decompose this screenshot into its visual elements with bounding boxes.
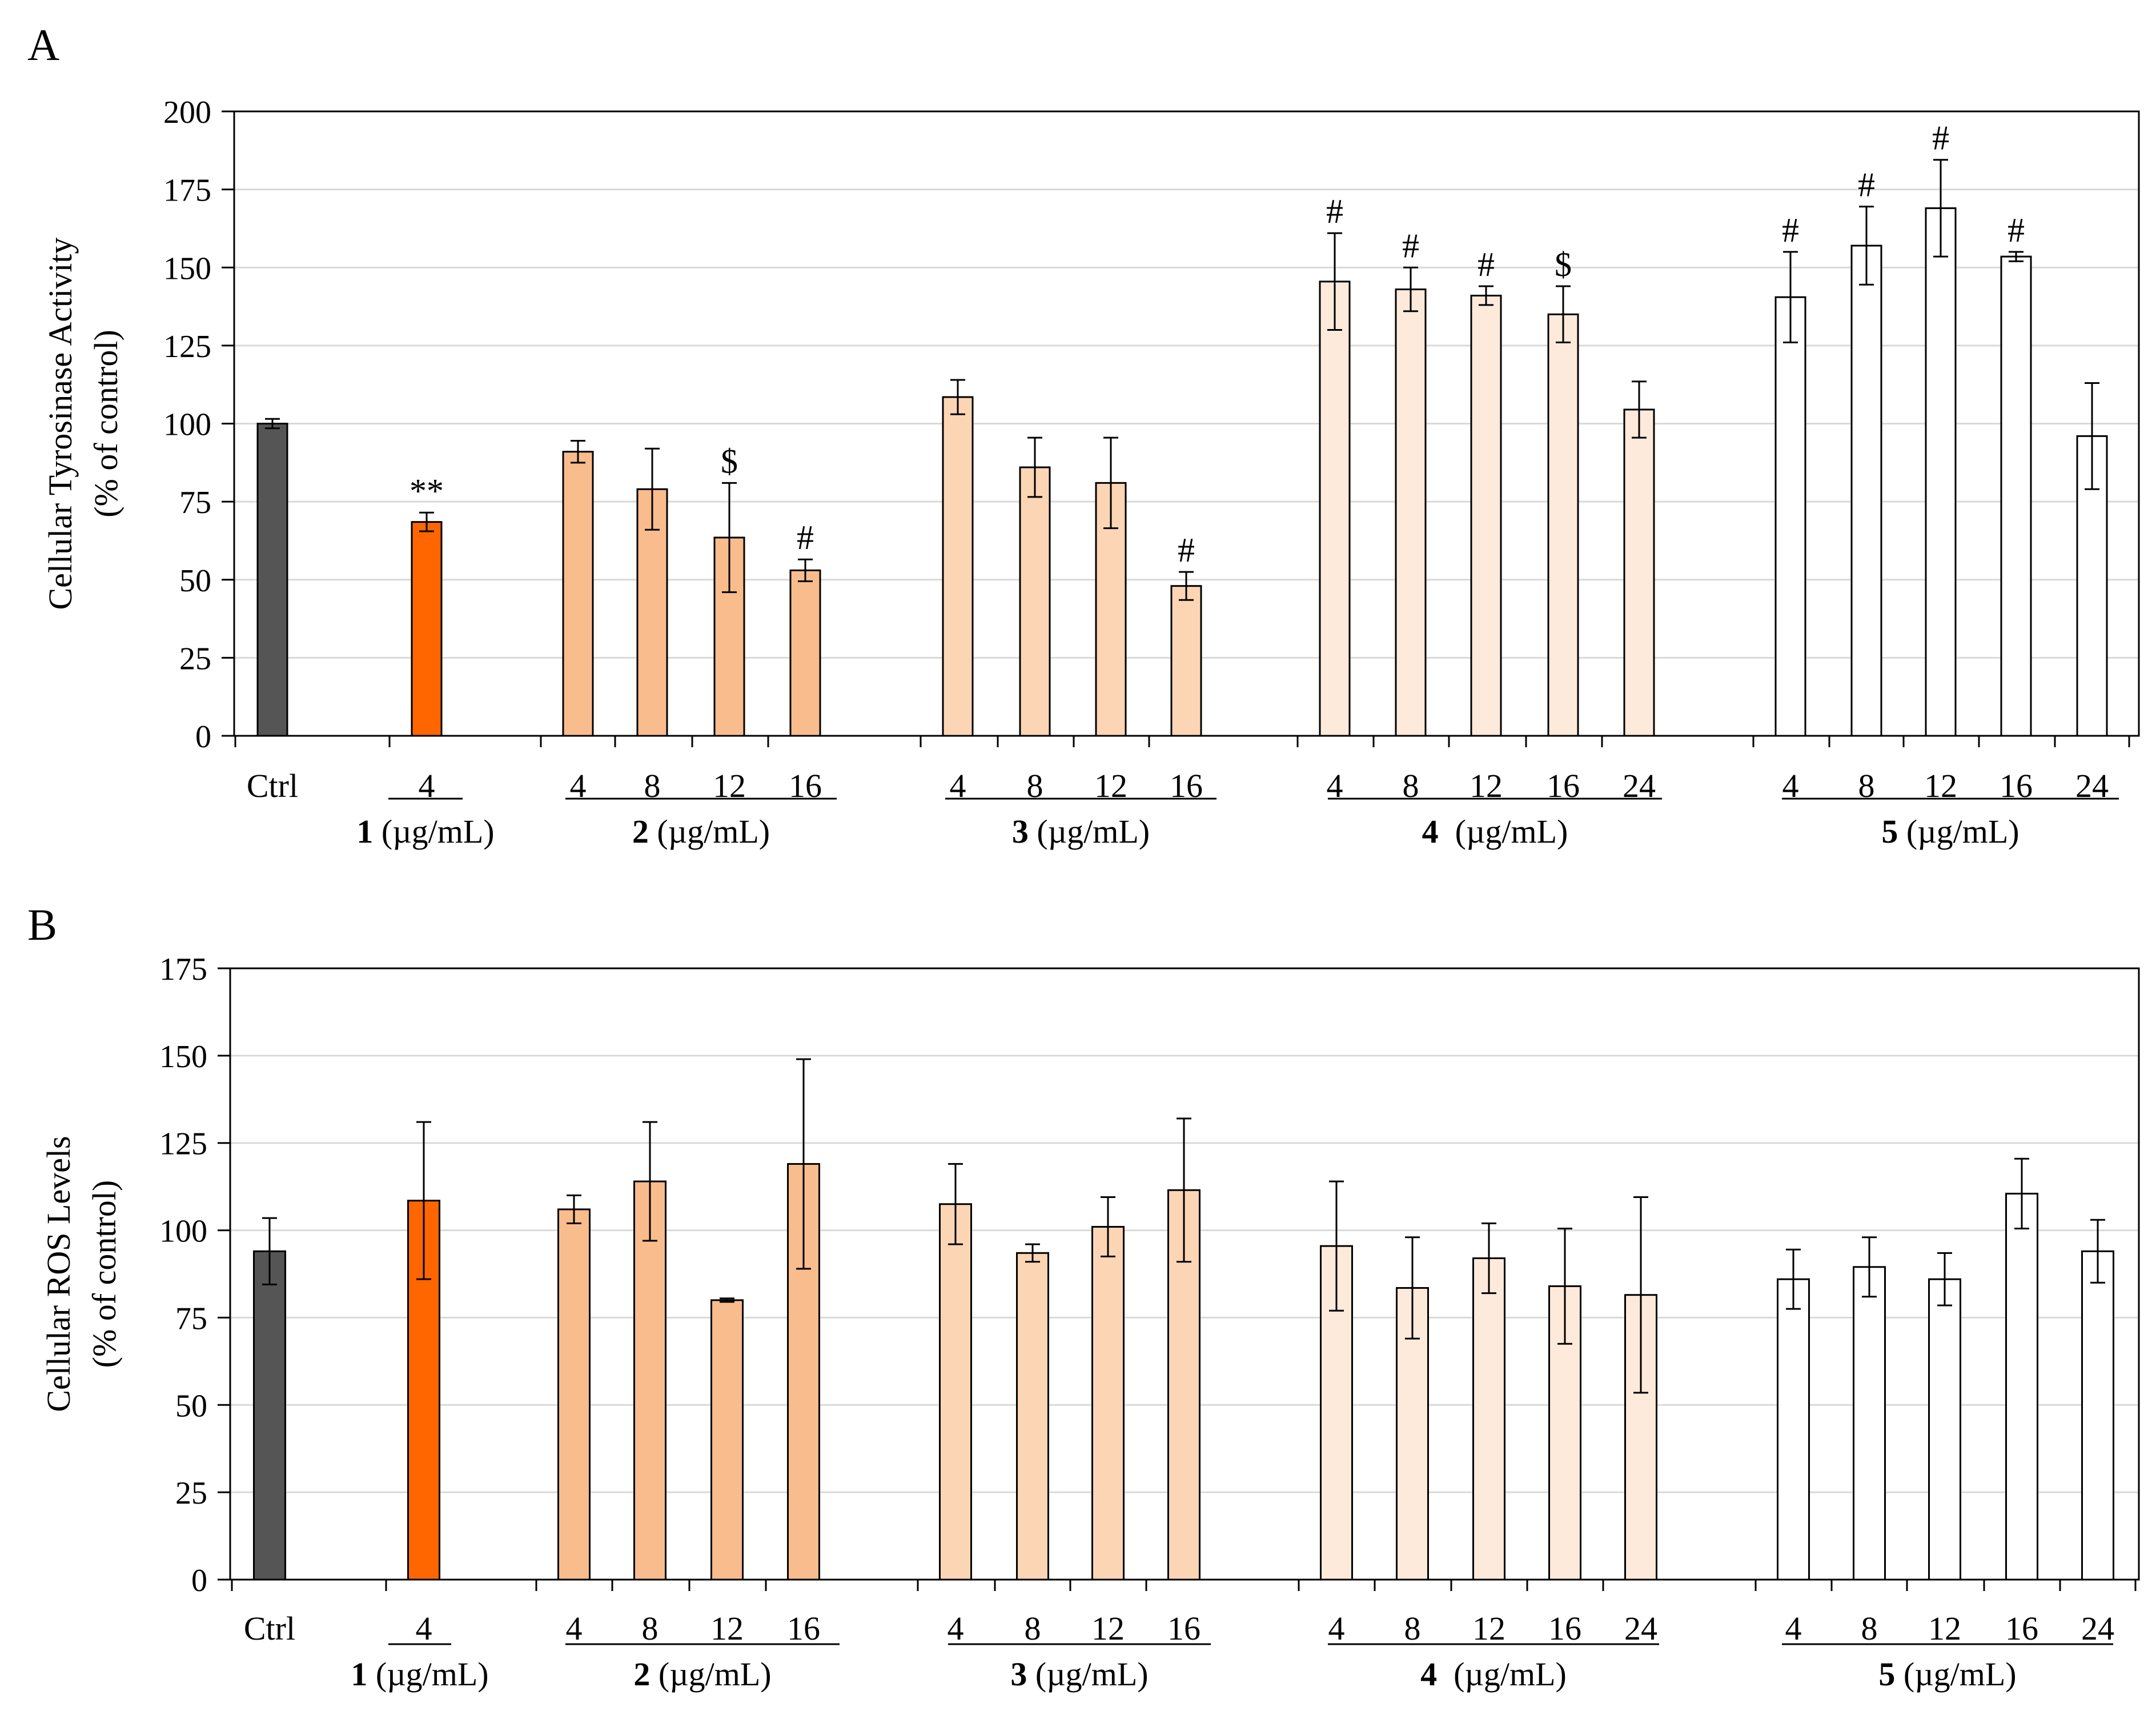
x-tick-label: 8 [1404, 1610, 1421, 1647]
y-tick-label: 125 [159, 1127, 207, 1162]
bar [411, 521, 443, 737]
y-axis-label: (% of control) [87, 330, 125, 518]
bar [1623, 408, 1655, 737]
x-tick-label: 8 [1025, 1610, 1041, 1647]
bar [256, 423, 288, 737]
group-label: 4 (µg/mL) [1422, 813, 1568, 850]
bar [1853, 1266, 1886, 1581]
y-tick-label: 175 [159, 952, 207, 987]
significance-mark: # [1858, 166, 1875, 204]
bar [1319, 281, 1351, 737]
panel-label: A [27, 20, 59, 70]
bar [2081, 1250, 2114, 1581]
y-tick-label: 175 [163, 173, 211, 209]
significance-mark: # [2008, 211, 2025, 249]
y-tick-label: 50 [179, 563, 211, 599]
y-tick-label: 0 [195, 719, 211, 755]
significance-mark: $ [721, 442, 738, 480]
x-tick-label: 16 [787, 1610, 820, 1647]
y-tick-label: 75 [175, 1301, 207, 1336]
bar [1091, 1225, 1125, 1581]
bar [1170, 585, 1202, 737]
bar [253, 1250, 286, 1581]
x-tick-label: 24 [1624, 1610, 1657, 1647]
significance-mark: # [1178, 531, 1195, 569]
significance-mark: # [1782, 211, 1799, 249]
x-tick-label: 4 [1785, 1610, 1802, 1647]
bar [1547, 313, 1579, 737]
bar [1928, 1278, 1961, 1581]
x-tick-label: Ctrl [247, 767, 298, 804]
bar [2000, 255, 2032, 737]
bar [789, 569, 821, 737]
bar [1850, 245, 1882, 737]
group-label: 5 (µg/mL) [1881, 813, 2019, 850]
group-label: 4 (µg/mL) [1420, 1656, 1567, 1693]
significance-mark: ** [409, 472, 444, 510]
significance-mark: $ [1555, 246, 1572, 283]
bar [942, 396, 974, 737]
y-tick-label: 100 [163, 407, 211, 443]
panel-label: B [27, 900, 57, 949]
y-axis-label: Cellular ROS Levels [40, 1136, 77, 1412]
x-tick-label: 16 [1548, 1610, 1581, 1647]
x-tick-label: 4 [1328, 1610, 1345, 1647]
significance-mark: # [1478, 246, 1495, 283]
group-label: 5 (µg/mL) [1878, 1656, 2016, 1693]
x-tick-label: 16 [1167, 1610, 1201, 1647]
group-label: 2 (µg/mL) [633, 1656, 771, 1693]
bar [562, 451, 594, 737]
y-axis-label: (% of control) [86, 1180, 123, 1368]
y-tick-label: 25 [179, 641, 211, 676]
y-tick-label: 100 [159, 1214, 207, 1249]
y-tick-label: 150 [159, 1039, 207, 1075]
bar [1472, 1257, 1505, 1581]
bar [1395, 288, 1427, 737]
y-tick-label: 0 [191, 1563, 207, 1598]
x-tick-label: 12 [1091, 1610, 1125, 1647]
significance-mark: # [797, 519, 814, 556]
y-tick-label: 50 [175, 1388, 207, 1424]
y-tick-label: 150 [163, 251, 211, 286]
significance-mark: # [1932, 119, 1949, 157]
y-tick-label: 125 [163, 329, 211, 364]
y-tick-label: 200 [163, 95, 211, 130]
x-tick-label: 8 [642, 1610, 659, 1647]
chart-panel-a: A 0 25 50 75 100 125 150 175 200 Cellular Tyrosina… [27, 20, 2140, 850]
x-tick-label: 12 [1472, 1610, 1505, 1647]
x-tick-label: 12 [1928, 1610, 1961, 1647]
significance-mark: # [1326, 193, 1343, 230]
x-tick-label: 12 [710, 1610, 744, 1647]
group-label: 2 (µg/mL) [632, 813, 770, 850]
bar [1016, 1252, 1049, 1581]
bar [2005, 1192, 2038, 1581]
chart-panel-b: B 0 25 50 75 100 125 150 175 Cellular ROS Levels(… [27, 900, 2140, 1693]
bar [1470, 294, 1502, 737]
bar [939, 1203, 972, 1581]
y-tick-label: 75 [179, 485, 211, 520]
y-tick-label: 25 [175, 1476, 207, 1511]
bar [557, 1208, 591, 1581]
bar [1777, 1278, 1810, 1581]
bar [1774, 296, 1806, 737]
group-label: 3 (µg/mL) [1012, 813, 1150, 850]
y-axis-label: Cellular Tyrosinase Activity [42, 237, 79, 610]
significance-mark: # [1402, 227, 1419, 265]
bar [1019, 466, 1051, 737]
group-label: 1 (µg/mL) [351, 1656, 488, 1693]
bar [710, 1299, 744, 1581]
x-tick-label: 4 [947, 1610, 964, 1647]
x-tick-label: 8 [1861, 1610, 1878, 1647]
x-tick-label: Ctrl [244, 1610, 295, 1647]
x-tick-label: 4 [566, 1610, 583, 1647]
x-tick-label: 16 [2005, 1610, 2038, 1647]
group-label: 1 (µg/mL) [356, 813, 494, 850]
x-tick-label: 24 [2081, 1610, 2114, 1647]
group-label: 3 (µg/mL) [1010, 1656, 1148, 1693]
bar [1925, 207, 1957, 737]
x-tick-label: 4 [416, 1610, 432, 1647]
